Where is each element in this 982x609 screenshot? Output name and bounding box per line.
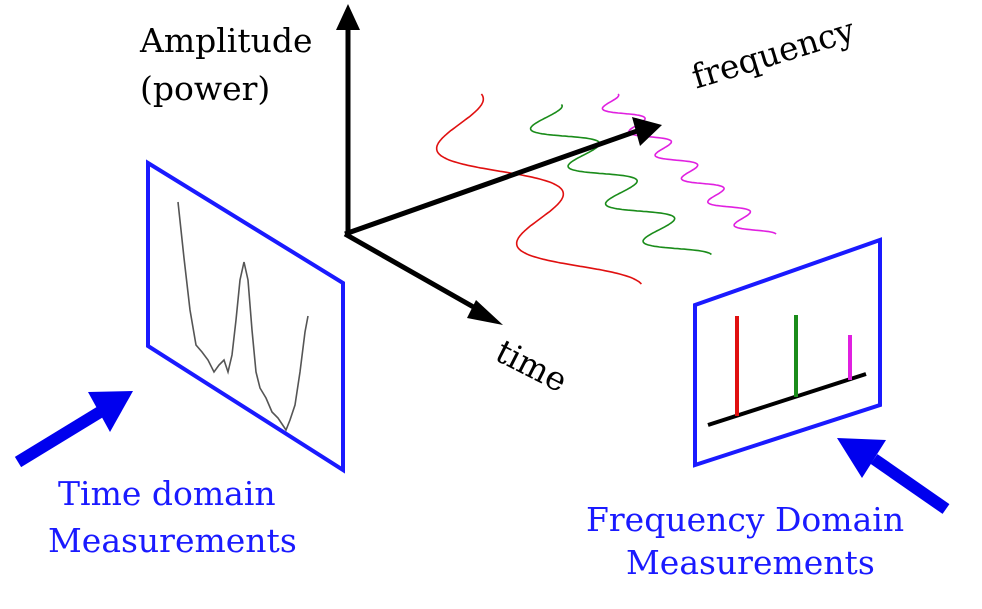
amplitude-axis-label: Amplitude [140,21,313,60]
low-frequency-wave [435,93,642,285]
arrow-right-icon [632,117,662,146]
time-axis [343,231,486,316]
spectrum-baseline [707,372,867,427]
high-frequency-wave [601,93,777,235]
arrow-up-icon [336,4,360,30]
frequency-domain-caption: Frequency Domain [586,500,905,539]
time-domain-panel [146,159,345,474]
pointer-arrow-icon [14,391,133,468]
spectrum-lines [735,315,852,416]
frequency-domain-panel [693,237,882,468]
time-domain-caption-line2: Measurements [48,521,297,560]
pointer-arrow-icon [837,438,950,514]
mid-frequency-wave [529,103,712,256]
arrow-down-right-icon [467,300,503,325]
frequency-axis [344,127,641,237]
time-domain-caption: Time domain [58,474,276,513]
axes [336,4,662,325]
sine-wave-group [435,93,777,285]
amplitude-axis-sublabel: (power) [140,69,271,108]
frequency-domain-caption-line2: Measurements [626,543,875,582]
time-domain-signal [177,201,309,432]
